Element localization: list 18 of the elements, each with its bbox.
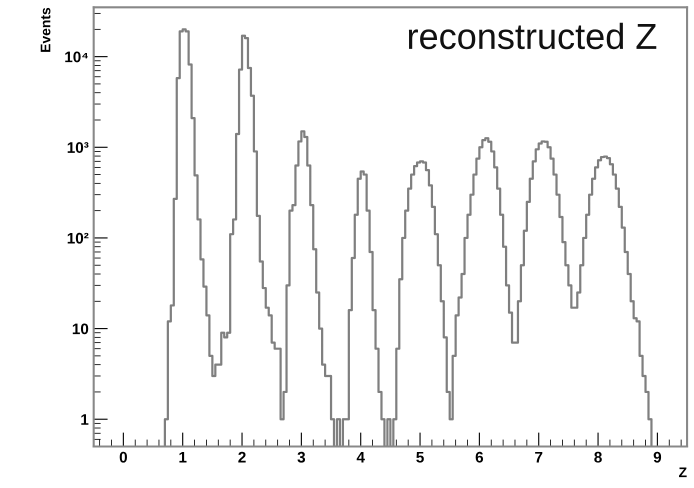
y-tick-label: 10² (68, 232, 89, 244)
y-tick-label: 10⁴ (65, 52, 88, 62)
x-tick-label: 9 (654, 452, 662, 463)
x-tick-label: 2 (238, 452, 246, 462)
y-axis-title: Events (40, 8, 50, 52)
y-tick-label: 10 (72, 323, 88, 334)
y-tick-label: 10³ (68, 142, 89, 153)
y-tick-label: 1 (81, 414, 88, 425)
x-tick-label: 1 (179, 452, 187, 462)
x-axis-title: Z (678, 468, 687, 478)
x-tick-label: 3 (297, 452, 306, 463)
x-tick-label: 0 (120, 452, 127, 463)
x-tick-label: 7 (535, 452, 542, 462)
x-tick-label: 5 (416, 452, 424, 463)
x-tick-label: 6 (476, 452, 484, 463)
annotation: reconstructed Z (408, 22, 656, 50)
x-tick-label: 8 (594, 452, 602, 463)
x-tick-label: 4 (356, 452, 365, 462)
